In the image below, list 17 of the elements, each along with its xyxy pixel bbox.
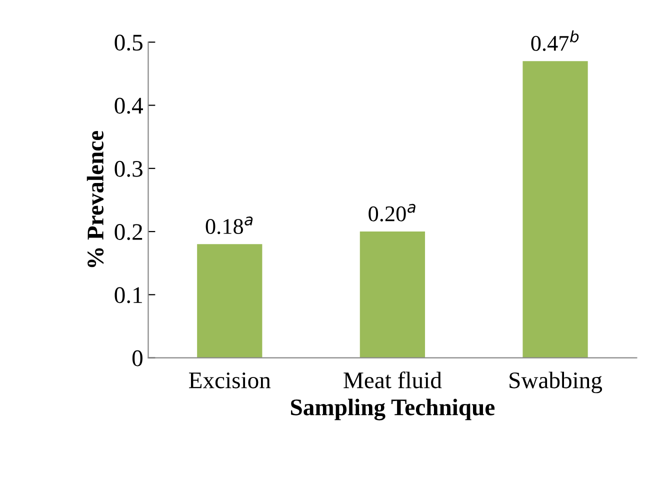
- data-label: 0.18$^{a}$: [206, 216, 253, 234]
- bar: [360, 232, 426, 358]
- x-tick-label: Meat fluid: [344, 371, 442, 388]
- y-tick-label: 0.3: [114, 160, 142, 177]
- x-tick-label: Swabbing: [510, 372, 602, 394]
- x-tick-label: Excision: [189, 372, 271, 388]
- y-tick-label: 0.2: [114, 224, 142, 240]
- y-tick-label: 0.4: [114, 98, 143, 114]
- y-tick-label: 0: [132, 350, 142, 366]
- data-label: 0.47$^{b}$: [531, 30, 579, 51]
- y-tick-label: 0.5: [114, 34, 142, 51]
- bar: [197, 244, 262, 358]
- data-label: 0.20$^{a}$: [368, 204, 416, 222]
- x-axis-title: Sampling Technique: [291, 398, 495, 420]
- y-tick-label: 0.1: [114, 287, 142, 304]
- y-axis-title: % Prevalence: [86, 130, 104, 268]
- bar: [522, 61, 588, 358]
